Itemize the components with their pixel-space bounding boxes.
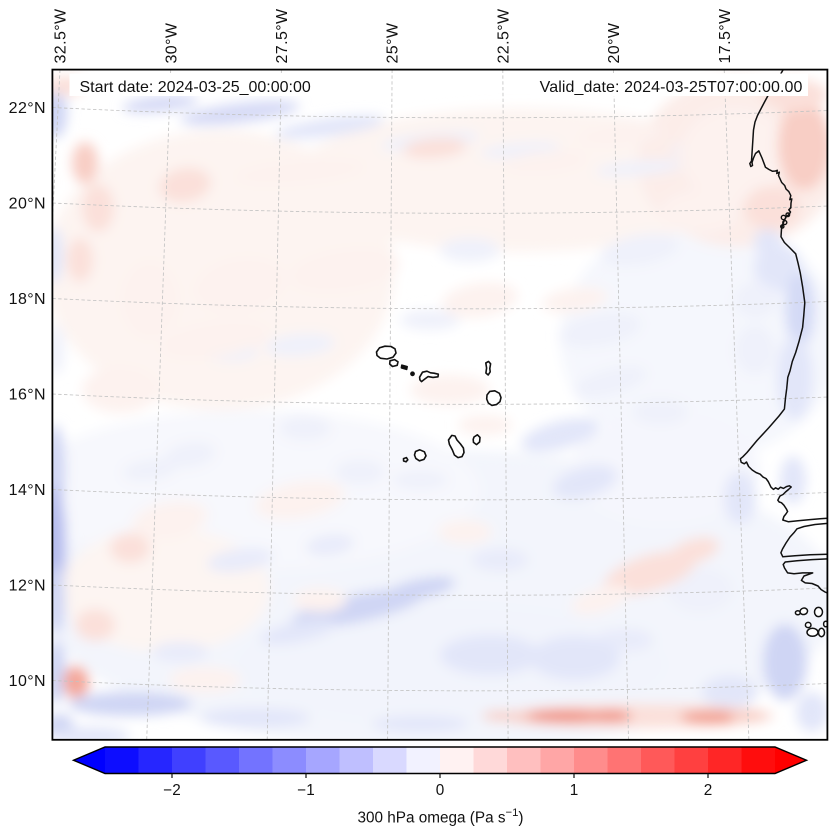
svg-text:Start date: 2024-03-25_00:00:0: Start date: 2024-03-25_00:00:00	[80, 79, 311, 96]
svg-text:25°W: 25°W	[385, 22, 402, 63]
svg-text:2: 2	[704, 782, 713, 799]
svg-text:Valid_date: 2024-03-25T07:00:0: Valid_date: 2024-03-25T07:00:00.00	[540, 79, 803, 96]
svg-text:−2: −2	[163, 782, 180, 799]
svg-text:10°N: 10°N	[9, 673, 46, 690]
svg-text:−1: −1	[297, 782, 314, 799]
svg-text:20°W: 20°W	[606, 22, 623, 63]
svg-text:1: 1	[570, 782, 579, 799]
svg-text:20°N: 20°N	[9, 196, 46, 213]
svg-text:14°N: 14°N	[9, 482, 46, 499]
svg-text:300 hPa omega (Pa s−1): 300 hPa omega (Pa s−1)	[358, 807, 524, 827]
svg-text:27.5°W: 27.5°W	[274, 8, 291, 64]
svg-text:22.5°W: 22.5°W	[495, 8, 512, 64]
svg-text:0: 0	[436, 782, 445, 799]
svg-text:22°N: 22°N	[9, 100, 46, 117]
svg-text:30°W: 30°W	[163, 22, 180, 63]
svg-text:32.5°W: 32.5°W	[53, 8, 70, 64]
svg-text:17.5°W: 17.5°W	[717, 8, 734, 64]
svg-text:12°N: 12°N	[9, 578, 46, 595]
svg-text:18°N: 18°N	[9, 291, 46, 308]
svg-text:16°N: 16°N	[9, 387, 46, 404]
